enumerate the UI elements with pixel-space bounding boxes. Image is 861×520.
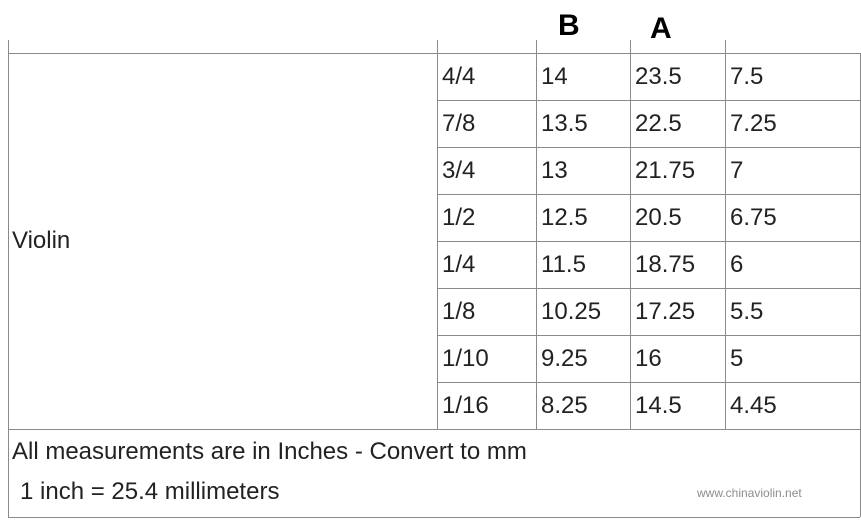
group-label: Violin xyxy=(12,227,71,254)
row-line xyxy=(437,147,860,148)
cell: 23.5 xyxy=(635,63,682,90)
cell: 13 xyxy=(541,157,568,184)
column-header: B xyxy=(558,9,580,42)
footer-note: 1 inch = 25.4 millimeters xyxy=(20,478,280,505)
cell: 5 xyxy=(730,345,744,372)
row-line xyxy=(437,382,860,383)
column-header: A xyxy=(650,12,672,45)
cell: 1/16 xyxy=(442,392,489,419)
row-line xyxy=(437,100,860,101)
row-line xyxy=(437,288,860,289)
cell: 11.5 xyxy=(541,251,586,278)
cell: 4/4 xyxy=(442,63,476,90)
cell: 3/4 xyxy=(442,157,476,184)
row-line xyxy=(437,194,860,195)
cell: 16 xyxy=(635,345,662,372)
cell: 7 xyxy=(730,157,744,184)
cell: 22.5 xyxy=(635,110,682,137)
cell: 5.5 xyxy=(730,298,764,325)
cell: 14.5 xyxy=(635,392,682,419)
cell: 21.75 xyxy=(635,157,696,184)
cell: 12.5 xyxy=(541,204,588,231)
column-line xyxy=(725,40,726,429)
cell: 13.5 xyxy=(541,110,588,137)
border xyxy=(8,517,860,518)
cell: 1/2 xyxy=(442,204,476,231)
cell: 7.25 xyxy=(730,110,777,137)
footer-note: All measurements are in Inches - Convert… xyxy=(12,438,527,465)
row-line xyxy=(437,335,860,336)
cell: 17.25 xyxy=(635,298,696,325)
cell: 20.5 xyxy=(635,204,682,231)
cell: 1/4 xyxy=(442,251,476,278)
cell: 6 xyxy=(730,251,744,278)
border xyxy=(8,40,9,517)
row-line xyxy=(437,241,860,242)
cell: 9.25 xyxy=(541,345,588,372)
cell: 10.25 xyxy=(541,298,602,325)
border xyxy=(8,429,860,430)
cell: 7.5 xyxy=(730,63,764,90)
cell: 7/8 xyxy=(442,110,476,137)
border xyxy=(8,53,860,54)
cell: 8.25 xyxy=(541,392,588,419)
cell: 1/10 xyxy=(442,345,489,372)
cell: 4.45 xyxy=(730,392,777,419)
cell: 1/8 xyxy=(442,298,476,325)
column-line xyxy=(536,40,537,429)
watermark: www.chinaviolin.net xyxy=(697,486,802,500)
cell: 6.75 xyxy=(730,204,777,231)
cell: 18.75 xyxy=(635,251,696,278)
cell: 14 xyxy=(541,63,568,90)
column-line xyxy=(437,40,438,429)
column-line xyxy=(630,40,631,429)
